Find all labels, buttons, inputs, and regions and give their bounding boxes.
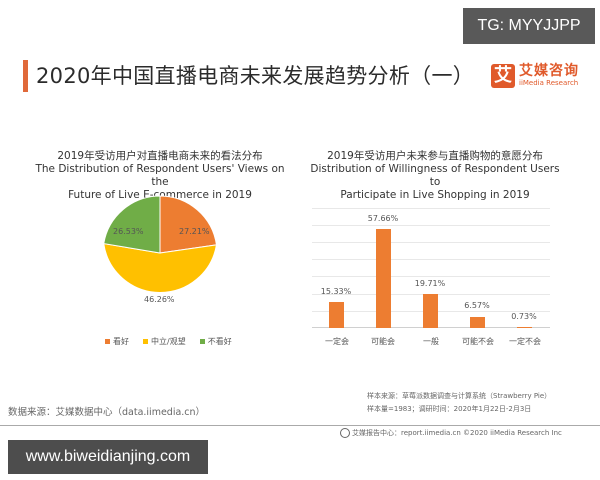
legend-label: 中立/观望 (151, 337, 186, 346)
legend-swatch-icon (105, 339, 110, 344)
sample-info: 样本来源：草莓派数据调查与计算系统（Strawberry Pie） 样本量=19… (367, 390, 551, 416)
bar-category: 可能不会 (462, 337, 494, 346)
logo-cn-text: 艾媒咨询 (519, 63, 579, 79)
bar-label: 6.57% (464, 301, 490, 310)
bar-probably-not (470, 317, 485, 328)
logo-mark-icon: 艾 (491, 64, 515, 88)
bar-definitely-will (329, 302, 344, 328)
bar-title-cn: 2019年受访用户未来参与直播购物的意愿分布 (327, 150, 543, 162)
bar-chart: 15.33% 57.66% 19.71% 6.57% 0.73% (312, 208, 550, 328)
pie-slice-negative (103, 195, 161, 254)
bar-category: 一定不会 (509, 337, 541, 346)
bar-category: 一般 (423, 337, 439, 346)
gridline (312, 242, 550, 243)
pie-legend: 看好 中立/观望 不看好 (105, 336, 232, 347)
legend-swatch-icon (143, 339, 148, 344)
report-center: 艾媒报告中心：report.iimedia.cn ©2020 iiMedia R… (340, 428, 562, 438)
pie-title-en-2: Future of Live E-commerce in 2019 (68, 189, 252, 201)
bar-label: 57.66% (367, 214, 399, 223)
pie-label-neutral: 46.26% (144, 295, 175, 304)
bar-title-en-2: Participate in Live Shopping in 2019 (340, 189, 530, 201)
bar-label: 0.73% (511, 312, 537, 321)
data-source: 数据来源：艾媒数据中心（data.iimedia.cn） (8, 407, 206, 418)
legend-swatch-icon (199, 339, 205, 344)
imedia-logo: 艾 艾媒咨询 iiMedia Research (491, 60, 579, 92)
bar-category: 一定会 (325, 337, 349, 346)
bar-title-en-1: Distribution of Willingness of Responden… (310, 163, 560, 188)
pie-title-cn: 2019年受访用户对直播电商未来的看法分布 (57, 150, 263, 162)
gridline (312, 225, 550, 226)
bar-probably-will (376, 229, 391, 328)
watermark-url: www.biweidianjing.com (8, 440, 208, 474)
logo-en-text: iiMedia Research (519, 79, 579, 87)
globe-icon (340, 428, 350, 438)
title-accent-bar (23, 60, 28, 92)
bar-definitely-not (517, 326, 532, 328)
tg-badge: TG: MYYJJPP (463, 8, 595, 44)
footer-divider (0, 425, 600, 426)
legend-item-neutral: 中立/观望 (143, 336, 186, 347)
bar-label: 15.33% (320, 287, 352, 296)
sample-source: 样本来源：草莓派数据调查与计算系统（Strawberry Pie） (367, 392, 552, 400)
gridline (312, 276, 550, 277)
pie-chart (103, 195, 218, 293)
pie-chart-title: 2019年受访用户对直播电商未来的看法分布 The Distribution o… (30, 150, 290, 202)
legend-label: 不看好 (207, 337, 232, 346)
legend-label: 看好 (113, 337, 129, 346)
sample-size: 样本量=1983；调研时间：2020年1月22日-2月3日 (367, 405, 532, 413)
page-title: 2020年中国直播电商未来发展趋势分析（一） (36, 64, 475, 88)
bar-label: 19.71% (414, 279, 446, 288)
pie-slice-positive (159, 195, 218, 254)
pie-label-negative: 26.53% (113, 227, 144, 236)
pie-slice-neutral (103, 242, 218, 293)
pie-title-en-1: The Distribution of Respondent Users' Vi… (35, 163, 285, 188)
report-center-text: 艾媒报告中心：report.iimedia.cn ©2020 iiMedia R… (352, 429, 562, 437)
bar-category: 可能会 (371, 337, 395, 346)
legend-item-negative: 不看好 (199, 336, 232, 347)
gridline (312, 208, 550, 209)
gridline (312, 259, 550, 260)
bar-neutral (423, 294, 438, 328)
bar-chart-title: 2019年受访用户未来参与直播购物的意愿分布 Distribution of W… (305, 150, 565, 202)
legend-item-positive: 看好 (105, 336, 129, 347)
pie-label-positive: 27.21% (179, 227, 210, 236)
